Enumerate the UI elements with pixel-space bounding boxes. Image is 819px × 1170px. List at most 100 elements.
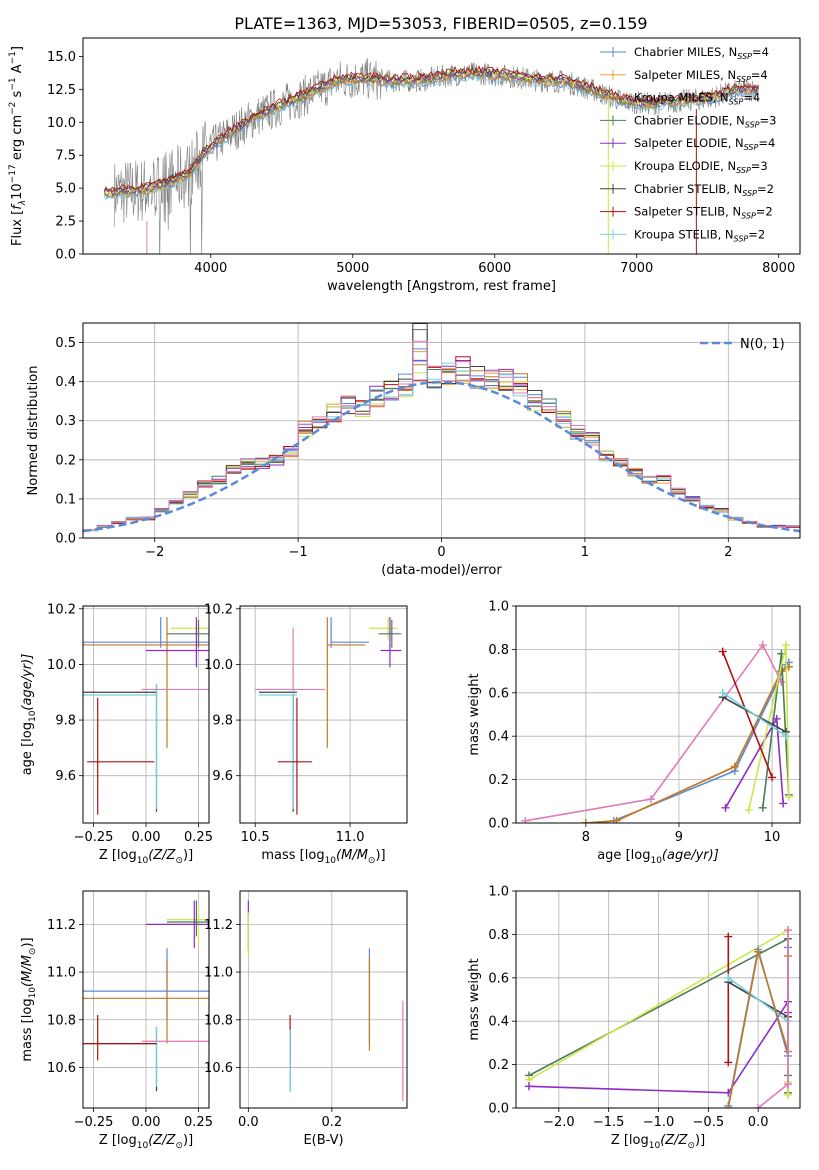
label-part: Kroupa STELIB, N — [634, 227, 734, 241]
label-part: SSP — [737, 52, 752, 61]
histogram-step — [83, 340, 800, 531]
weight-marker — [581, 819, 590, 823]
x-axis-label: E(B-V) — [303, 1133, 343, 1148]
y-tick-label: 0.2 — [488, 1058, 509, 1073]
label-part: SSP — [745, 120, 760, 129]
legend-label: N(0, 1) — [740, 337, 785, 352]
y-tick-label: 10.2 — [204, 602, 233, 617]
x-axis-label: Z [log10(Z/Z⊙)] — [611, 1133, 705, 1151]
y-tick-label: 0.2 — [55, 453, 76, 468]
label-part: 10 — [650, 856, 662, 866]
y-tick-label: 10.0 — [47, 116, 76, 131]
y-axis-label: Normed distribution — [26, 366, 41, 496]
label-part: (age/yr)] — [20, 654, 35, 711]
weight-marker — [782, 641, 791, 650]
y-tick-label: 11.2 — [204, 918, 233, 933]
y-tick-label: 10.6 — [47, 1061, 76, 1076]
label-part: =3 — [760, 113, 777, 127]
x-tick-label: 8 — [582, 830, 590, 845]
label-part: 10 — [10, 183, 25, 200]
y-tick-label: 0.4 — [55, 375, 76, 390]
x-tick-label: 11.0 — [336, 830, 365, 845]
axes-weight-vs-z: −2.0 −1.5 −1.0 −0.5 0.0 0.0 0.2 0.4 0.6 0.8 1.0 Z [… — [467, 885, 801, 1151]
weight-marker — [724, 932, 733, 941]
label-part: f — [10, 203, 25, 210]
model-spectrum-line — [103, 74, 759, 201]
x-tick-label: 0.00 — [132, 830, 161, 845]
label-part: Salpeter MILES, N — [634, 68, 736, 82]
label-part: Z [log — [99, 1133, 137, 1148]
x-tick-label: −2.0 — [543, 1115, 575, 1130]
weight-marker — [718, 688, 727, 697]
label-part: =2 — [756, 205, 773, 219]
weight-line — [721, 651, 773, 778]
legend-label: Chabrier STELIB, NSSP=2 — [634, 182, 774, 198]
label-part: Chabrier ELODIE, N — [634, 113, 745, 127]
model-spectrum-line — [103, 70, 759, 199]
label-part: ⊙ — [368, 856, 376, 866]
y-tick-label: 12.5 — [47, 83, 76, 98]
weight-marker — [724, 973, 733, 982]
y-tick-label: 10.8 — [204, 1013, 233, 1028]
x-tick-label: −0.5 — [693, 1115, 725, 1130]
label-part: 10 — [137, 856, 149, 866]
label-part: ⊙ — [175, 856, 183, 866]
label-part: )] — [695, 1133, 705, 1148]
x-tick-label: −1.5 — [593, 1115, 625, 1130]
legend-label: Salpeter STELIB, NSSP=2 — [634, 205, 773, 221]
label-part: (Z/Z — [148, 1133, 176, 1148]
y-tick-label: 0.4 — [488, 1015, 509, 1030]
y-tick-label: 15.0 — [47, 50, 76, 65]
label-part: 10 — [649, 1141, 661, 1151]
x-tick-label: 0 — [437, 545, 445, 560]
x-tick-label: 7000 — [620, 261, 653, 276]
axes-mass-vs-ebv: 0.0 0.2 10.6 10.8 11.0 11.2 E(B-V) — [204, 890, 408, 1148]
histogram-step — [83, 323, 800, 531]
y-tick-label: 9.6 — [55, 769, 76, 784]
weight-marker — [724, 1104, 733, 1108]
label-part: =2 — [757, 182, 774, 196]
plot-area — [83, 891, 209, 1108]
y-tick-label: 5.0 — [55, 182, 76, 197]
label-part: s — [10, 90, 25, 101]
x-tick-label: 0.00 — [132, 1115, 161, 1130]
weight-marker — [744, 805, 753, 814]
label-part: SSP — [744, 143, 759, 152]
x-axis-label: Z [log10(Z/Z⊙)] — [99, 848, 193, 866]
legend-label: Salpeter MILES, NSSP=4 — [634, 68, 768, 84]
weight-marker — [521, 816, 530, 823]
label-part: 10 — [137, 1141, 149, 1151]
label-part: )] — [183, 1133, 193, 1148]
label-part: (age/yr)] — [662, 848, 719, 863]
axes-frame — [239, 890, 408, 1109]
label-part: erg cm — [10, 115, 25, 164]
y-tick-label: 0.5 — [55, 336, 76, 351]
y-tick-label: 0.0 — [55, 248, 76, 263]
y-tick-label: 0.1 — [55, 492, 76, 507]
label-part: SSP — [741, 212, 756, 221]
legend: N(0, 1) — [700, 337, 785, 352]
label-part: 10 — [28, 710, 38, 722]
x-tick-label: −2 — [145, 545, 164, 560]
y-tick-label: 10.0 — [47, 658, 76, 673]
label-part: (Z/Z — [148, 848, 176, 863]
label-part: (M/M — [20, 955, 35, 987]
y-axis-label: age [log10(age/yr)] — [20, 654, 38, 776]
weight-marker — [772, 714, 781, 723]
x-tick-label: −0.25 — [74, 1115, 114, 1130]
y-tick-label: 7.5 — [55, 149, 76, 164]
x-tick-label: −1.0 — [643, 1115, 675, 1130]
weight-marker — [784, 1090, 793, 1099]
label-part: =4 — [751, 68, 768, 82]
x-tick-label: −0.25 — [74, 830, 114, 845]
axes-frame — [239, 605, 408, 824]
axes-frame — [82, 890, 210, 1109]
y-tick-label: 9.8 — [55, 714, 76, 729]
legend-label: Kroupa ELODIE, NSSP=3 — [634, 159, 768, 175]
weight-marker — [758, 641, 767, 650]
weight-marker — [524, 1082, 533, 1091]
y-tick-label: 10.6 — [204, 1061, 233, 1076]
label-part: Kroupa ELODIE, N — [634, 159, 736, 173]
y-tick-label: 2.5 — [55, 215, 76, 230]
